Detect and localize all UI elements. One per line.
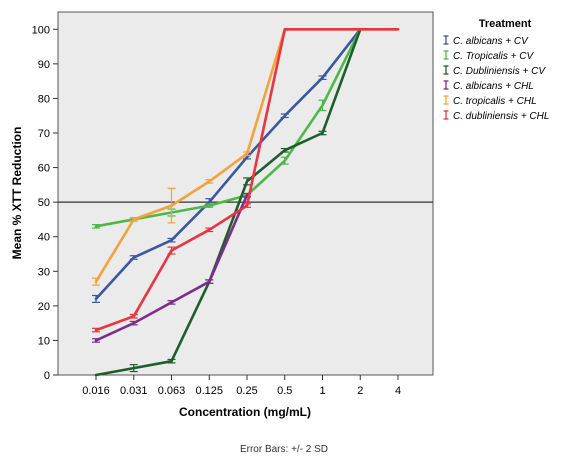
legend-label: C. Tropicalis + CV bbox=[453, 51, 534, 62]
y-tick-label: 100 bbox=[32, 24, 50, 36]
legend-item: C. albicans + CV bbox=[443, 35, 529, 47]
y-tick-label: 90 bbox=[38, 59, 50, 71]
x-tick-label: 0.063 bbox=[158, 385, 186, 397]
y-tick-label: 70 bbox=[38, 128, 50, 140]
x-tick-label: 0.125 bbox=[195, 385, 223, 397]
x-tick-label: 4 bbox=[395, 385, 401, 397]
y-tick-label: 60 bbox=[38, 163, 50, 175]
x-tick-label: 1 bbox=[319, 385, 325, 397]
y-tick-label: 20 bbox=[38, 301, 50, 313]
series-layer bbox=[92, 27, 400, 377]
x-tick-label: 0.5 bbox=[277, 385, 292, 397]
y-tick-label: 30 bbox=[38, 266, 50, 278]
y-tick-label: 50 bbox=[38, 197, 50, 209]
legend-item: C. tropicalis + CHL bbox=[443, 95, 537, 107]
y-axis: 0 10 20 30 40 50 60 70 80 90 100 bbox=[32, 24, 58, 382]
legend-label: C. tropicalis + CHL bbox=[453, 96, 537, 107]
legend-label: C. albicans + CHL bbox=[453, 81, 534, 92]
y-axis-title: Mean % XTT Reduction bbox=[10, 127, 24, 260]
x-tick-label: 0.25 bbox=[236, 385, 257, 397]
legend-label: C. albicans + CV bbox=[453, 36, 529, 47]
x-tick-label: 2 bbox=[357, 385, 363, 397]
legend-item: C. Tropicalis + CV bbox=[443, 50, 534, 62]
y-tick-label: 80 bbox=[38, 93, 50, 105]
x-axis: 0.016 0.031 0.063 0.125 0.25 0.5 1 2 4 bbox=[82, 375, 401, 397]
x-tick-label: 0.016 bbox=[82, 385, 110, 397]
series-line bbox=[94, 27, 362, 377]
legend-item: C. Dubliniensis + CV bbox=[443, 65, 546, 77]
legend-label: C. dubliniensis + CHL bbox=[453, 111, 549, 122]
y-tick-label: 40 bbox=[38, 232, 50, 244]
legend-label: C. Dubliniensis + CV bbox=[453, 66, 546, 77]
legend: C. albicans + CV C. Tropicalis + CV C. Dub… bbox=[443, 35, 549, 122]
y-tick-label: 10 bbox=[38, 335, 50, 347]
x-tick-label: 0.031 bbox=[120, 385, 148, 397]
legend-item: C. dubliniensis + CHL bbox=[443, 110, 549, 122]
legend-item: C. albicans + CHL bbox=[443, 80, 534, 92]
series-line bbox=[94, 27, 362, 301]
series-group bbox=[92, 27, 400, 333]
x-axis-title: Concentration (mg/mL) bbox=[179, 405, 311, 419]
error-bars-footnote: Error Bars: +/- 2 SD bbox=[240, 444, 328, 455]
legend-title: Treatment bbox=[479, 18, 532, 30]
y-tick-label: 0 bbox=[44, 370, 50, 382]
